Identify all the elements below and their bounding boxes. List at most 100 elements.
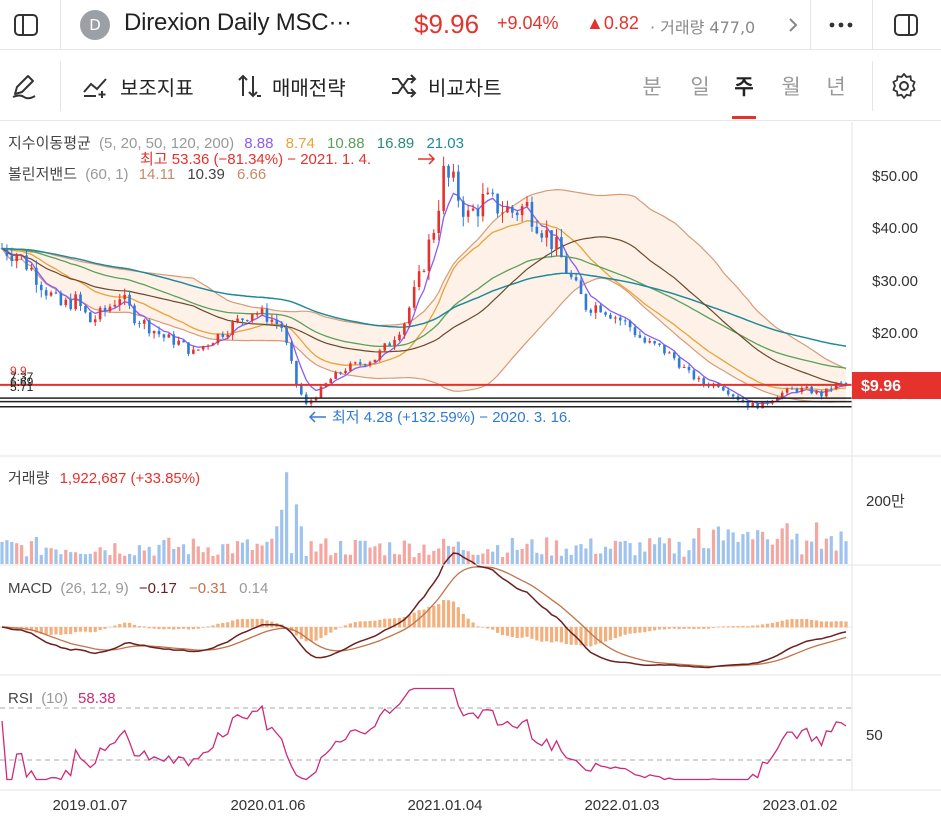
volume-bar: [540, 554, 544, 564]
macd-hist-bar: [392, 618, 397, 628]
candle-body: [334, 372, 337, 379]
volume-bar: [805, 540, 809, 564]
volume-bar: [520, 548, 524, 564]
volume-bar: [505, 552, 510, 564]
volume-bar: [643, 551, 647, 564]
volume-legend[interactable]: 거래량 1,922,687 (+33.85%): [8, 470, 200, 487]
draw-tool-button[interactable]: [10, 51, 48, 121]
volume-bar: [839, 531, 843, 564]
volume-bar: [15, 543, 19, 564]
candle-body: [604, 312, 607, 315]
macd-signal-value: −0.31: [189, 580, 227, 597]
macd-hist-bar: [34, 627, 38, 633]
candle-body: [393, 340, 396, 346]
macd-hist-bar: [736, 626, 740, 628]
macd-hist-bar: [545, 627, 549, 642]
macd-hist-bar: [353, 622, 357, 628]
macd-hist-bar: [594, 627, 598, 645]
macd-hist-bar: [461, 613, 465, 628]
candle-body: [172, 334, 176, 345]
candle-body: [113, 304, 117, 307]
macd-hist-bar: [49, 627, 53, 635]
macd-hist-bar: [348, 623, 352, 628]
candle-body: [437, 210, 441, 233]
sidebar-left-icon: [14, 14, 38, 36]
candle-body: [653, 341, 656, 344]
volume-bar: [285, 472, 289, 564]
macd-hist-bar: [383, 618, 387, 628]
sidebar-toggle-button[interactable]: [0, 0, 52, 50]
volume-bar: [137, 545, 141, 564]
ma-params: (5, 20, 50, 120, 200): [99, 135, 234, 152]
page-title[interactable]: Direxion Daily MSC···: [124, 9, 352, 36]
period-month[interactable]: 월: [781, 75, 801, 99]
volume-bar: [59, 554, 63, 564]
volume-bar: [373, 546, 377, 564]
candle-body: [766, 402, 769, 404]
bollinger-upper: 14.11: [139, 166, 175, 183]
volume-bar: [648, 538, 652, 564]
more-button[interactable]: [818, 0, 864, 50]
header-divider: [872, 0, 873, 50]
volume-bar: [289, 553, 294, 564]
volume-bar: [589, 538, 593, 564]
ma-legend[interactable]: 지수이동평균 (5, 20, 50, 120, 200) 8.88 8.74 1…: [8, 135, 464, 152]
macd-hist-bar: [186, 627, 191, 630]
volume-bar: [93, 551, 97, 564]
macd-hist-bar: [760, 624, 765, 628]
volume-bar: [824, 538, 828, 564]
volume-bar: [392, 553, 397, 564]
volume-bar: [5, 540, 9, 564]
symbol-avatar: D: [80, 0, 110, 50]
macd-hist-bar: [93, 627, 97, 632]
next-info-button[interactable]: [780, 0, 806, 50]
indicators-button[interactable]: 보조지표: [82, 51, 194, 121]
volume-bar: [770, 544, 774, 564]
candle-body: [545, 230, 548, 238]
macd-hist-bar: [201, 627, 205, 628]
macd-hist-bar: [780, 620, 784, 628]
volume-bar: [29, 541, 34, 564]
macd-hist-bar: [231, 620, 235, 628]
bollinger-fill: [2, 189, 846, 403]
macd-hist-bar: [250, 618, 254, 628]
candle-body: [746, 402, 750, 408]
volume-bar: [49, 548, 53, 564]
macd-hist-bar: [829, 621, 833, 628]
candle-body: [89, 312, 92, 323]
candle-body: [579, 280, 583, 295]
period-minute[interactable]: 분: [642, 75, 662, 99]
bollinger-legend[interactable]: 볼린저밴드 (60, 1) 14.11 10.39 6.66: [8, 166, 266, 183]
candle-body: [810, 386, 813, 394]
y-tick-label: $20.00: [872, 325, 918, 342]
arrow-right-icon: [418, 153, 436, 165]
macd-hist-bar: [329, 627, 333, 633]
right-panel-toggle-button[interactable]: [880, 0, 932, 50]
period-week[interactable]: 주: [729, 51, 759, 121]
candle-body: [471, 208, 475, 211]
candle-body: [491, 192, 494, 194]
stock-chart[interactable]: 지수이동평균 (5, 20, 50, 120, 200) 8.88 8.74 1…: [0, 122, 941, 818]
strategy-button[interactable]: 매매전략: [236, 51, 346, 121]
period-year[interactable]: 년: [826, 75, 846, 99]
macd-hist-bar: [343, 625, 348, 628]
settings-button[interactable]: [890, 51, 928, 121]
macd-legend[interactable]: MACD (26, 12, 9) −0.17 −0.31 0.14: [8, 580, 268, 597]
indicators-label: 보조지표: [120, 75, 194, 100]
macd-hist-bar: [118, 624, 122, 628]
candle-body: [550, 230, 553, 250]
rsi-legend[interactable]: RSI (10) 58.38: [8, 690, 116, 707]
volume-bar: [795, 533, 799, 564]
indicator-chart-icon: [83, 78, 107, 98]
volume-bar: [432, 550, 436, 564]
compare-button[interactable]: 비교차트: [390, 51, 502, 121]
volume-bar: [760, 531, 765, 564]
macd-signal-line: [1, 566, 847, 668]
volume-bar: [265, 541, 269, 564]
period-day[interactable]: 일: [690, 75, 710, 99]
candle-body: [515, 212, 519, 216]
volume-bar: [481, 553, 485, 564]
volume-bar: [388, 542, 392, 564]
volume-bar: [201, 552, 205, 564]
candle-body: [476, 208, 480, 217]
